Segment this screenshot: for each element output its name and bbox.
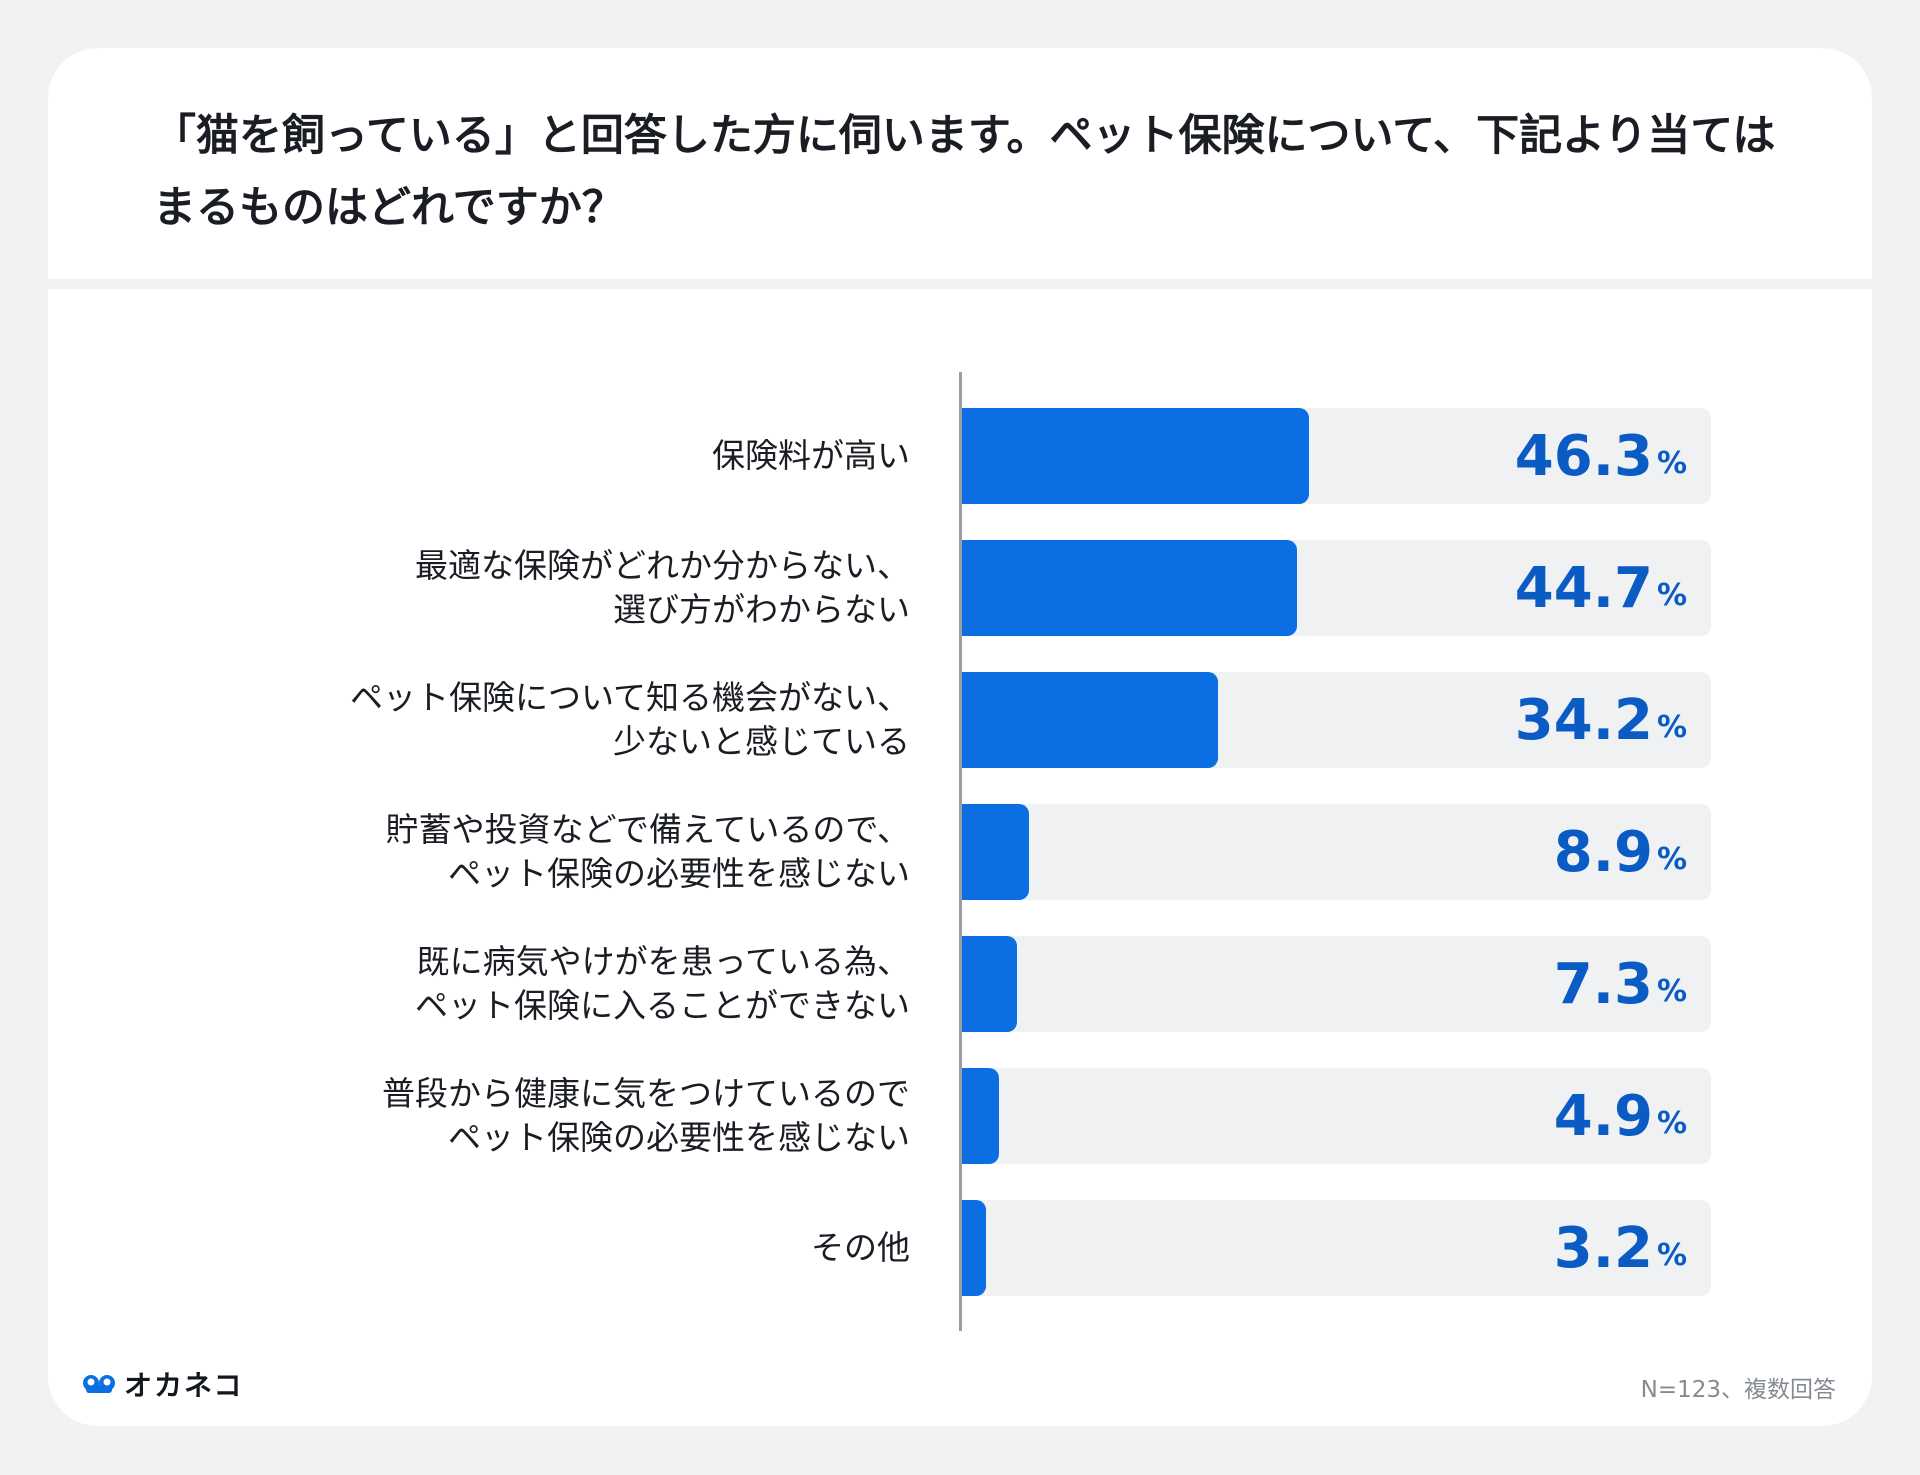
bar-row: 最適な保険がどれか分からない、 選び方がわからない 44.7% [48, 540, 1872, 636]
category-label: 貯蓄や投資などで備えているので、 ペット保険の必要性を感じない [385, 810, 910, 893]
value-unit: % [1656, 1237, 1687, 1273]
logo: オカネコ [82, 1364, 243, 1404]
bar-track: 3.2% [962, 1200, 1711, 1296]
bar-row: その他 3.2% [48, 1200, 1872, 1296]
bar [962, 936, 1017, 1032]
value-unit: % [1656, 973, 1687, 1009]
value-unit: % [1656, 841, 1687, 877]
bar-row: 貯蓄や投資などで備えているので、 ペット保険の必要性を感じない 8.9% [48, 804, 1872, 900]
bar-track: 7.3% [962, 936, 1711, 1032]
chart-title: 「猫を飼っている」と回答した方に伺います。ペット保険について、下記より当てはまる… [153, 111, 1776, 233]
bar [962, 1200, 986, 1296]
value-number: 46.3 [1514, 423, 1653, 489]
bar-track: 4.9% [962, 1068, 1711, 1164]
value-label: 44.7% [1515, 540, 1687, 636]
logo-text: オカネコ [124, 1369, 244, 1402]
value-unit: % [1656, 577, 1687, 613]
bar-track: 46.3% [962, 408, 1711, 504]
value-label: 8.9% [1554, 804, 1687, 900]
value-number: 3.2 [1553, 1215, 1653, 1281]
value-label: 4.9% [1554, 1068, 1687, 1164]
category-label: 最適な保険がどれか分からない、 選び方がわからない [415, 546, 910, 629]
bar [962, 408, 1309, 504]
bar-track: 8.9% [962, 804, 1711, 900]
value-label: 46.3% [1515, 408, 1687, 504]
category-label: その他 [811, 1228, 910, 1267]
bar [962, 1068, 999, 1164]
category-label: 既に病気やけがを患っている為、 ペット保険に入ることができない [415, 942, 910, 1025]
bar-row: 保険料が高い 46.3% [48, 408, 1872, 504]
bar-track: 44.7% [962, 540, 1711, 636]
sample-note: N=123、複数回答 [1640, 1377, 1836, 1403]
value-number: 7.3 [1553, 951, 1653, 1017]
value-number: 4.9 [1553, 1083, 1653, 1149]
value-label: 3.2% [1554, 1200, 1687, 1296]
bar-row: 既に病気やけがを患っている為、 ペット保険に入ることができない 7.3% [48, 936, 1872, 1032]
category-label: 普段から健康に気をつけているので ペット保険の必要性を感じない [382, 1074, 910, 1157]
value-number: 34.2 [1514, 687, 1653, 753]
bar-row: ペット保険について知る機会がない、 少ないと感じている 34.2% [48, 672, 1872, 768]
bar [962, 540, 1297, 636]
bar [962, 804, 1029, 900]
bar-track: 34.2% [962, 672, 1711, 768]
value-number: 8.9 [1553, 819, 1653, 885]
value-unit: % [1656, 1105, 1687, 1141]
category-label: ペット保険について知る機会がない、 少ないと感じている [349, 678, 910, 761]
bar-row: 普段から健康に気をつけているので ペット保険の必要性を感じない 4.9% [48, 1068, 1872, 1164]
divider [48, 279, 1872, 289]
okaneko-logo-icon [83, 1375, 115, 1393]
value-unit: % [1656, 709, 1687, 745]
value-label: 7.3% [1554, 936, 1687, 1032]
value-number: 44.7 [1514, 555, 1653, 621]
chart-card: 「猫を飼っている」と回答した方に伺います。ペット保険について、下記より当てはまる… [48, 48, 1872, 1426]
value-label: 34.2% [1515, 672, 1687, 768]
category-label: 保険料が高い [712, 436, 910, 475]
value-unit: % [1656, 445, 1687, 481]
bar [962, 672, 1219, 768]
y-axis-line [959, 372, 962, 1331]
